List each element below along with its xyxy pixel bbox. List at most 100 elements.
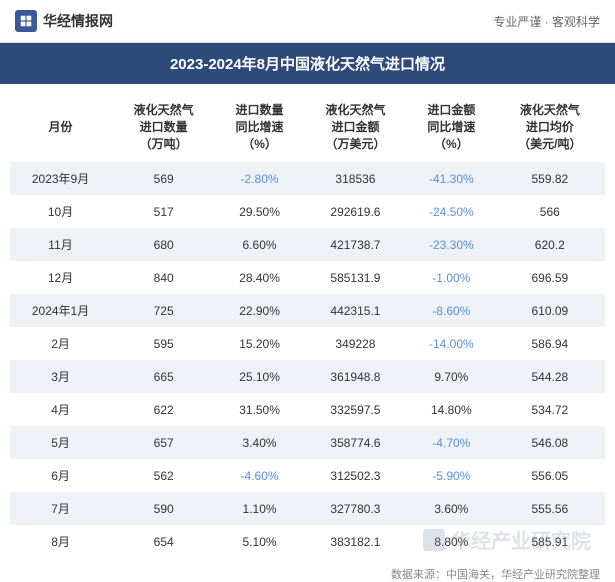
cell-qty-yoy: 25.10% (216, 360, 303, 393)
cell-qty: 517 (111, 195, 216, 228)
cell-price: 546.08 (495, 426, 605, 459)
cell-month: 2024年1月 (10, 294, 111, 327)
column-header: 月份 (10, 92, 111, 162)
cell-qty-yoy: 1.10% (216, 492, 303, 525)
cell-amount: 358774.6 (303, 426, 408, 459)
cell-qty-yoy: 15.20% (216, 327, 303, 360)
cell-month: 7月 (10, 492, 111, 525)
cell-month: 10月 (10, 195, 111, 228)
cell-price: 586.94 (495, 327, 605, 360)
table-row: 7月5901.10%327780.33.60%555.56 (10, 492, 605, 525)
cell-month: 4月 (10, 393, 111, 426)
table-row: 12月84028.40%585131.9-1.00%696.59 (10, 261, 605, 294)
cell-amount: 332597.5 (303, 393, 408, 426)
cell-amt-yoy: -23.30% (408, 228, 495, 261)
lng-import-table: 月份液化天然气进口数量（万吨）进口数量同比增速（%）液化天然气进口金额（万美元）… (10, 92, 605, 558)
cell-price: 556.05 (495, 459, 605, 492)
cell-qty: 622 (111, 393, 216, 426)
cell-amount: 312502.3 (303, 459, 408, 492)
cell-qty: 654 (111, 525, 216, 558)
cell-price: 585.91 (495, 525, 605, 558)
cell-amount: 292619.6 (303, 195, 408, 228)
cell-month: 2023年9月 (10, 162, 111, 195)
column-header: 液化天然气进口均价（美元/吨） (495, 92, 605, 162)
logo-icon (15, 10, 37, 32)
cell-qty: 725 (111, 294, 216, 327)
cell-qty-yoy: -4.60% (216, 459, 303, 492)
table-row: 11月6806.60%421738.7-23.30%620.2 (10, 228, 605, 261)
cell-amt-yoy: 9.70% (408, 360, 495, 393)
cell-qty: 657 (111, 426, 216, 459)
table-header-row: 月份液化天然气进口数量（万吨）进口数量同比增速（%）液化天然气进口金额（万美元）… (10, 92, 605, 162)
cell-qty-yoy: 3.40% (216, 426, 303, 459)
cell-qty-yoy: 6.60% (216, 228, 303, 261)
column-header: 进口金额同比增速（%） (408, 92, 495, 162)
table-row: 4月62231.50%332597.514.80%534.72 (10, 393, 605, 426)
table-row: 8月6545.10%383182.18.80%585.91 (10, 525, 605, 558)
cell-amount: 361948.8 (303, 360, 408, 393)
cell-amount: 421738.7 (303, 228, 408, 261)
column-header: 液化天然气进口金额（万美元） (303, 92, 408, 162)
cell-price: 566 (495, 195, 605, 228)
cell-price: 555.56 (495, 492, 605, 525)
cell-amount: 318536 (303, 162, 408, 195)
column-header: 进口数量同比增速（%） (216, 92, 303, 162)
cell-qty: 665 (111, 360, 216, 393)
cell-price: 544.28 (495, 360, 605, 393)
cell-qty-yoy: -2.80% (216, 162, 303, 195)
table-row: 2月59515.20%349228-14.00%586.94 (10, 327, 605, 360)
cell-price: 696.59 (495, 261, 605, 294)
cell-amount: 383182.1 (303, 525, 408, 558)
cell-month: 8月 (10, 525, 111, 558)
cell-amount: 327780.3 (303, 492, 408, 525)
table-container: 月份液化天然气进口数量（万吨）进口数量同比增速（%）液化天然气进口金额（万美元）… (0, 84, 615, 558)
cell-price: 620.2 (495, 228, 605, 261)
cell-qty-yoy: 22.90% (216, 294, 303, 327)
cell-amt-yoy: -4.70% (408, 426, 495, 459)
cell-price: 534.72 (495, 393, 605, 426)
cell-month: 3月 (10, 360, 111, 393)
table-body: 2023年9月569-2.80%318536-41.30%559.8210月51… (10, 162, 605, 558)
data-source: 数据来源：中国海关，华经产业研究院整理 (0, 558, 615, 582)
cell-qty-yoy: 28.40% (216, 261, 303, 294)
chart-title: 2023-2024年8月中国液化天然气进口情况 (0, 43, 615, 84)
cell-amt-yoy: -24.50% (408, 195, 495, 228)
cell-qty: 569 (111, 162, 216, 195)
cell-qty-yoy: 29.50% (216, 195, 303, 228)
cell-amt-yoy: -14.00% (408, 327, 495, 360)
cell-qty-yoy: 5.10% (216, 525, 303, 558)
cell-amt-yoy: 14.80% (408, 393, 495, 426)
cell-qty: 595 (111, 327, 216, 360)
cell-amt-yoy: 8.80% (408, 525, 495, 558)
cell-amount: 349228 (303, 327, 408, 360)
cell-month: 5月 (10, 426, 111, 459)
cell-amt-yoy: -1.00% (408, 261, 495, 294)
table-row: 5月6573.40%358774.6-4.70%546.08 (10, 426, 605, 459)
cell-amount: 585131.9 (303, 261, 408, 294)
cell-month: 2月 (10, 327, 111, 360)
cell-qty: 680 (111, 228, 216, 261)
cell-price: 610.09 (495, 294, 605, 327)
table-row: 10月51729.50%292619.6-24.50%566 (10, 195, 605, 228)
cell-amount: 442315.1 (303, 294, 408, 327)
cell-month: 12月 (10, 261, 111, 294)
logo-area: 华经情报网 (15, 10, 113, 32)
site-name: 华经情报网 (43, 11, 113, 31)
cell-price: 559.82 (495, 162, 605, 195)
cell-qty: 840 (111, 261, 216, 294)
cell-amt-yoy: -8.60% (408, 294, 495, 327)
cell-qty-yoy: 31.50% (216, 393, 303, 426)
cell-amt-yoy: -41.30% (408, 162, 495, 195)
column-header: 液化天然气进口数量（万吨） (111, 92, 216, 162)
table-row: 6月562-4.60%312502.3-5.90%556.05 (10, 459, 605, 492)
table-row: 2024年1月72522.90%442315.1-8.60%610.09 (10, 294, 605, 327)
cell-amt-yoy: -5.90% (408, 459, 495, 492)
tagline: 专业严谨 · 客观科学 (493, 13, 600, 30)
cell-amt-yoy: 3.60% (408, 492, 495, 525)
cell-month: 11月 (10, 228, 111, 261)
cell-qty: 562 (111, 459, 216, 492)
cell-qty: 590 (111, 492, 216, 525)
cell-month: 6月 (10, 459, 111, 492)
page-header: 华经情报网 专业严谨 · 客观科学 (0, 0, 615, 43)
table-row: 3月66525.10%361948.89.70%544.28 (10, 360, 605, 393)
